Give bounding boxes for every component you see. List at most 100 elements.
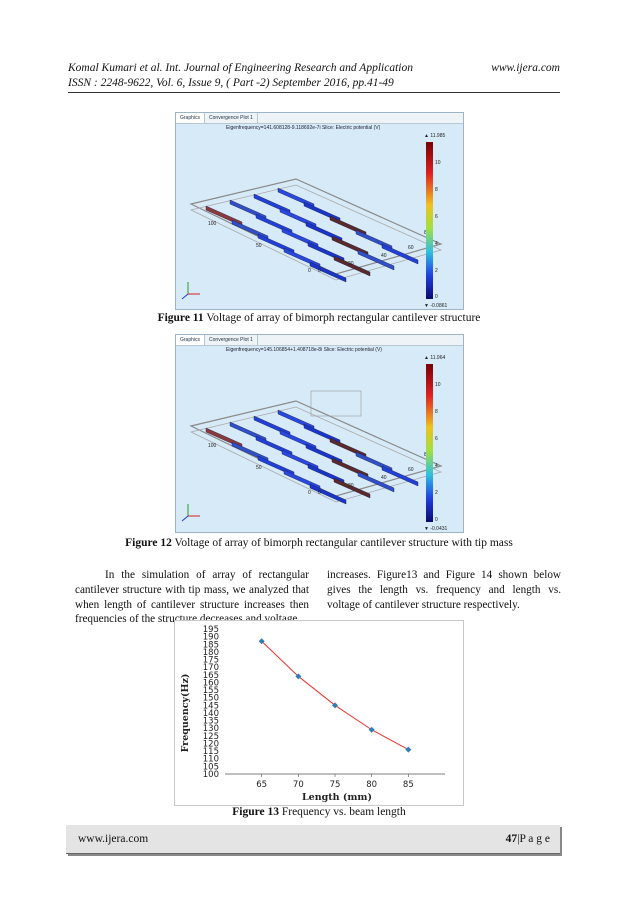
cantilever-beam (357, 471, 395, 493)
svg-text:100: 100 (208, 221, 217, 227)
svg-text:0: 0 (318, 268, 321, 274)
x-tick-label: 70 (293, 780, 304, 790)
beam-group (205, 409, 419, 505)
colorbar-max: ▲ 11.985 (424, 133, 445, 139)
orientation-triad (181, 282, 200, 300)
page-number: 47 (505, 833, 518, 845)
svg-text:60: 60 (408, 245, 414, 251)
cantilever-array-tipmass-plot: 100 50 0 0 20 40 60 80 ▲ 11.964 ▼ -0.043… (181, 355, 448, 532)
data-point (258, 638, 265, 645)
svg-text:60: 60 (408, 467, 414, 473)
svg-text:20: 20 (348, 261, 354, 267)
y-tick-label: 190 (203, 633, 219, 643)
body-left-column: In the simulation of array of rectangula… (75, 569, 309, 626)
running-header-website: www.ijera.com (491, 62, 560, 74)
running-header-title: Komal Kumari et al. Int. Journal of Engi… (68, 62, 413, 74)
svg-text:20: 20 (348, 483, 354, 489)
y-axis-label: Frequency(Hz) (180, 674, 191, 753)
svg-text:2: 2 (435, 490, 438, 496)
y-tick-label: 155 (203, 686, 219, 696)
header-rule (68, 92, 560, 93)
svg-text:0: 0 (318, 490, 321, 496)
data-point (332, 702, 338, 709)
figure-11-image: Graphics Convergence Plot 1 Eigenfrequen… (175, 112, 464, 310)
cantilever-beam (357, 249, 395, 271)
svg-text:50: 50 (256, 465, 262, 471)
beam-group (205, 187, 419, 283)
colorbar-min: ▼ -0.0861 (424, 303, 448, 309)
cantilever-beam (381, 465, 419, 487)
svg-text:0: 0 (435, 294, 438, 300)
svg-text:6: 6 (435, 214, 438, 220)
svg-text:8: 8 (435, 187, 438, 193)
figure-13-caption: Figure 13 Frequency vs. beam length (0, 806, 638, 818)
cantilever-beam (381, 243, 419, 265)
y-tick-label: 120 (203, 739, 219, 749)
figure-13-label: Figure 13 (232, 806, 279, 818)
data-point (405, 746, 412, 753)
cantilever-beam (333, 477, 371, 499)
svg-text:6: 6 (435, 436, 438, 442)
colorbar-min: ▼ -0.0431 (424, 526, 448, 532)
y-tick-label: 180 (203, 648, 219, 658)
sim-caption: Eigenfrequency=141.608128-9.118692e-7i S… (226, 125, 381, 131)
tab-graphics: Graphics (176, 113, 206, 123)
cantilever-array-plot: 100 50 0 0 20 40 60 80 ▲ 11.985 ▼ -0.086… (181, 133, 448, 309)
x-tick-label: 85 (403, 780, 414, 790)
figure-12-caption: Figure 12 Voltage of array of bimorph re… (0, 537, 638, 549)
cantilever-beam (309, 483, 347, 505)
svg-text:0: 0 (308, 490, 311, 496)
y-tick-label: 150 (203, 694, 219, 704)
data-point (368, 726, 375, 733)
y-tick-label: 185 (203, 640, 219, 650)
y-tick-label: 165 (203, 671, 219, 681)
colorbar-ticks: 10 8 6 4 2 0 (435, 382, 441, 523)
page-footer: www.ijera.com 47|P a g e (66, 825, 560, 854)
y-tick-label: 100 (203, 770, 219, 780)
y-tick-label: 135 (203, 717, 219, 727)
svg-text:50: 50 (256, 243, 262, 249)
svg-text:40: 40 (381, 253, 387, 259)
figure-11-caption-text: Voltage of array of bimorph rectangular … (203, 312, 481, 324)
y-tick-label: 175 (203, 656, 219, 666)
y-tick-label: 195 (203, 625, 219, 635)
y-tick-label: 160 (203, 678, 219, 688)
colorbar (426, 142, 433, 299)
sim-caption: Eigenfrequency=145.106854+1.408718e-8i S… (226, 347, 382, 353)
figure-12-image: Graphics Convergence Plot 1 Eigenfrequen… (175, 334, 464, 533)
data-point (295, 673, 302, 680)
svg-text:8: 8 (435, 409, 438, 415)
tab-graphics: Graphics (176, 335, 206, 345)
series-line (261, 640, 409, 751)
figure-13-chart: 100 105 110 115 120 125 130 135 140 145 150 155 160 1… (174, 620, 464, 806)
cantilever-beam (333, 255, 371, 277)
figure-12-label: Figure 12 (125, 537, 172, 549)
colorbar-ticks: 10 8 6 4 2 0 (435, 160, 441, 300)
x-tick-label: 75 (330, 780, 341, 790)
svg-text:10: 10 (435, 160, 441, 166)
y-tick-label: 125 (203, 732, 219, 742)
svg-text:10: 10 (435, 382, 441, 388)
y-tick-label: 105 (203, 762, 219, 772)
y-tick-label: 145 (203, 701, 219, 711)
y-tick-label: 130 (203, 724, 219, 734)
y-tick-label: 110 (203, 755, 219, 765)
page-text: |P a g e (517, 833, 550, 845)
svg-text:0: 0 (308, 268, 311, 274)
y-tick-label: 115 (203, 747, 219, 757)
svg-text:2: 2 (435, 268, 438, 274)
x-tick-label: 80 (366, 780, 377, 790)
x-tick-label: 65 (256, 780, 267, 790)
figure-11-label: Figure 11 (157, 312, 204, 324)
tab-convergence-plot: Convergence Plot 1 (205, 113, 258, 123)
figure-12-caption-text: Voltage of array of bimorph rectangular … (171, 537, 513, 549)
figure-11-caption: Figure 11 Voltage of array of bimorph re… (0, 312, 638, 324)
sim-tab-bar: Graphics Convergence Plot 1 (176, 113, 463, 124)
svg-text:0: 0 (435, 517, 438, 523)
svg-text:100: 100 (208, 443, 217, 449)
footer-website: www.ijera.com (78, 833, 149, 845)
svg-text:4: 4 (435, 241, 438, 247)
x-axis-label: Length (mm) (302, 792, 372, 803)
cantilever-beam (309, 261, 347, 283)
svg-text:4: 4 (435, 463, 438, 469)
